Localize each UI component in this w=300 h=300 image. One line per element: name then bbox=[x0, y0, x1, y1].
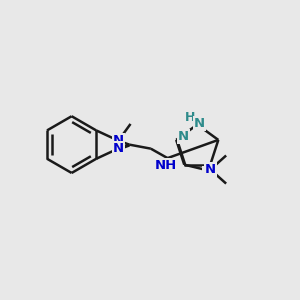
Text: N: N bbox=[194, 117, 205, 130]
Text: N: N bbox=[178, 130, 189, 143]
Text: N: N bbox=[205, 163, 216, 176]
Text: N: N bbox=[203, 167, 214, 180]
Text: NH: NH bbox=[155, 159, 177, 172]
Text: N: N bbox=[113, 134, 124, 147]
Text: N: N bbox=[113, 142, 124, 155]
Text: H: H bbox=[184, 110, 195, 124]
